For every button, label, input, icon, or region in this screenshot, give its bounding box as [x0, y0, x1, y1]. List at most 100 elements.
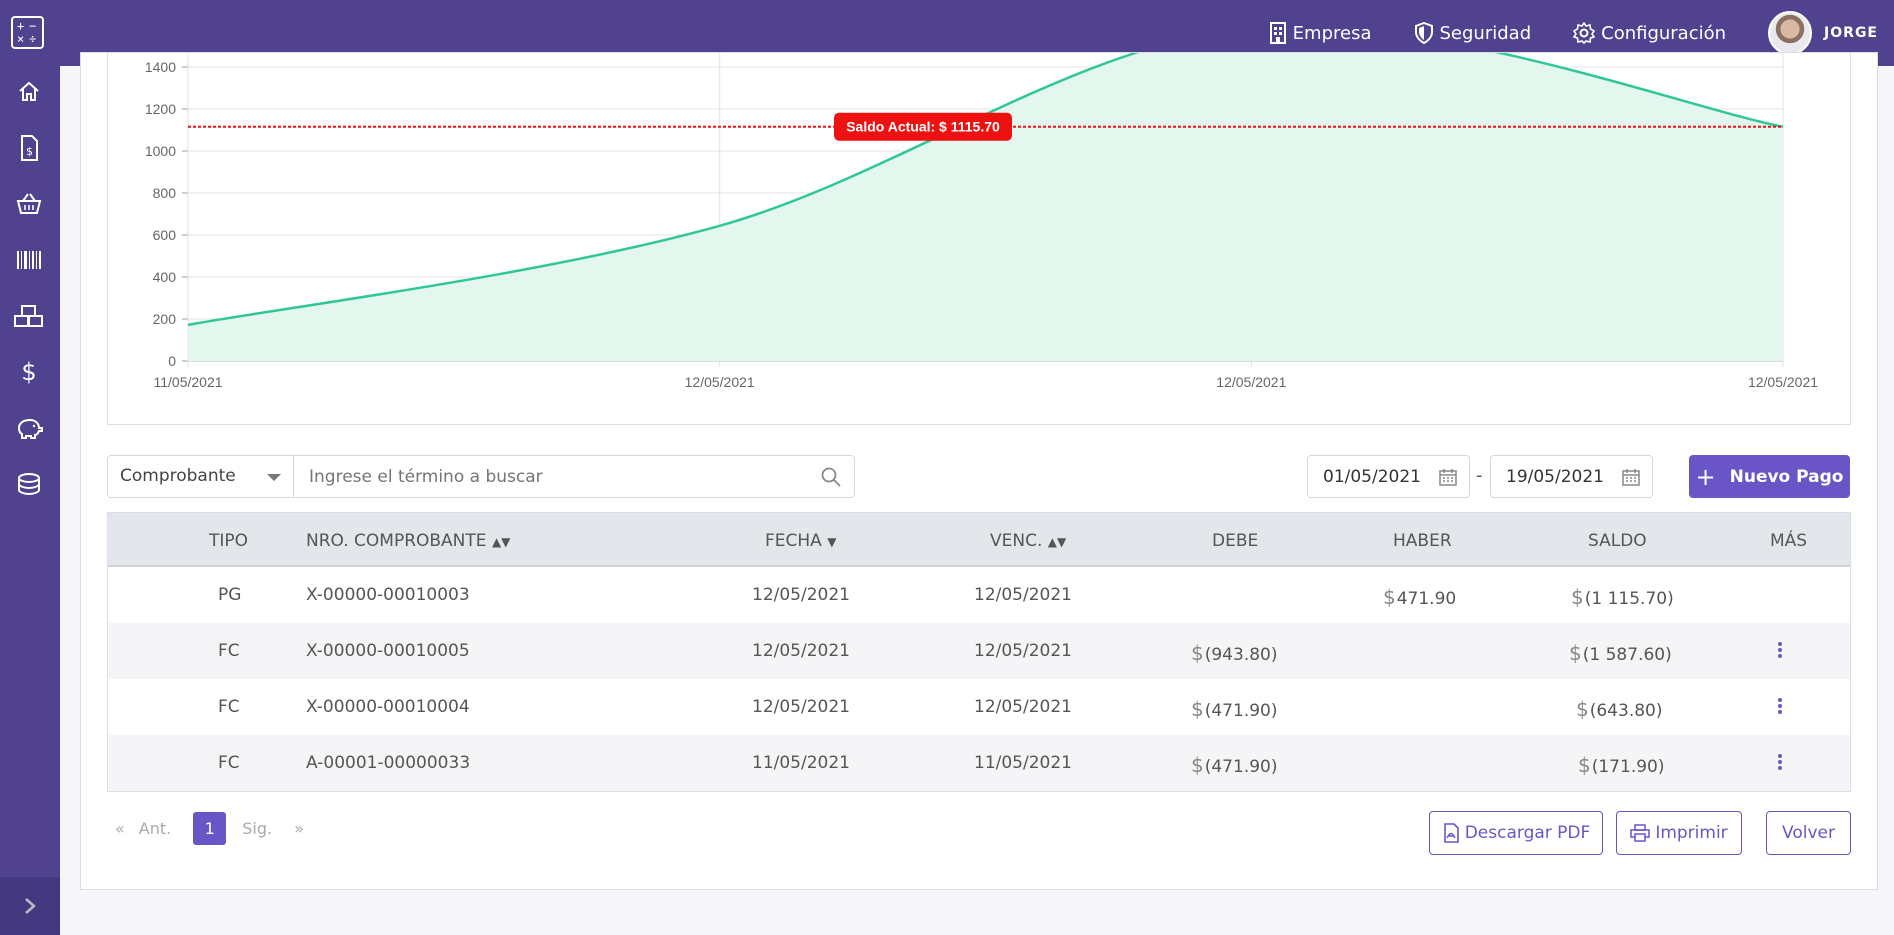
cell-saldo-value: (1 115.70): [1584, 589, 1674, 609]
cell-saldo: $(171.90): [1578, 753, 1665, 777]
dollar-icon[interactable]: $: [21, 358, 37, 386]
nav-seguridad[interactable]: Seguridad: [1414, 22, 1532, 44]
cell-venc: 12/05/2021: [974, 585, 1072, 605]
cell-saldo-value: (1 587.60): [1582, 645, 1672, 665]
cell-tipo: FC: [218, 753, 240, 773]
pager-first[interactable]: «: [115, 818, 125, 838]
cell-saldo: $(1 115.70): [1571, 585, 1674, 609]
cell-tipo: FC: [218, 641, 240, 661]
cell-tipo: PG: [218, 585, 242, 605]
cell-nro: X-00000-00010003: [306, 585, 470, 605]
search-icon[interactable]: [820, 466, 842, 488]
plus-icon: +: [1695, 462, 1716, 491]
cell-debe: $(471.90): [1191, 697, 1278, 721]
header-nro[interactable]: NRO. COMPROBANTE ▲▼: [306, 531, 510, 551]
cell-tipo: FC: [218, 697, 240, 717]
cell-debe-value: (943.80): [1204, 645, 1278, 665]
cell-debe: $(471.90): [1191, 753, 1278, 777]
nav-empresa[interactable]: Empresa: [1269, 22, 1372, 44]
header-haber: HABER: [1393, 531, 1452, 551]
header-nro-label: NRO. COMPROBANTE: [306, 531, 487, 551]
type-select[interactable]: Comprobante: [107, 455, 294, 498]
back-label: Volver: [1782, 823, 1835, 843]
coins-icon[interactable]: [14, 469, 44, 499]
row-menu-icon[interactable]: [1778, 642, 1782, 660]
cell-nro: A-00001-00000033: [306, 753, 471, 773]
area-fill: [188, 53, 1783, 361]
y-tick-label: 200: [153, 311, 177, 327]
search-input[interactable]: [294, 456, 774, 497]
pagination: « Ant. 1 Sig. »: [115, 811, 318, 845]
cell-venc: 12/05/2021: [974, 697, 1072, 717]
row-menu-icon[interactable]: [1778, 698, 1782, 716]
sidebar-expand[interactable]: [0, 877, 60, 935]
table-row[interactable]: FC X-00000-00010004 12/05/2021 12/05/202…: [108, 679, 1850, 735]
row-menu-icon[interactable]: [1778, 754, 1782, 772]
y-tick-label: 0: [168, 353, 176, 369]
nav-configuracion-label: Configuración: [1601, 22, 1727, 44]
header-saldo: SALDO: [1588, 531, 1647, 551]
pager-next[interactable]: Sig.: [242, 818, 273, 838]
home-icon[interactable]: [14, 77, 44, 107]
header-fecha[interactable]: FECHA ▼: [765, 531, 836, 551]
reference-label: Saldo Actual: $ 1115.70: [846, 119, 1000, 135]
nav-empresa-label: Empresa: [1292, 22, 1372, 44]
nav-seguridad-label: Seguridad: [1439, 22, 1532, 44]
piggy-bank-icon[interactable]: [14, 413, 44, 443]
table-row[interactable]: FC A-00001-00000033 11/05/2021 11/05/202…: [108, 735, 1850, 791]
cell-fecha: 12/05/2021: [752, 641, 850, 661]
cell-venc: 11/05/2021: [974, 753, 1072, 773]
calculator-logo-icon[interactable]: + − × ÷: [11, 16, 44, 49]
type-select-value: Comprobante: [120, 466, 236, 486]
y-tick-label: 1400: [145, 59, 176, 75]
header-venc-label: VENC.: [990, 531, 1043, 551]
pager-prev[interactable]: Ant.: [138, 818, 172, 838]
invoice-dollar-icon[interactable]: $: [14, 133, 44, 163]
nav-configuracion[interactable]: Configuración: [1573, 22, 1726, 44]
boxes-icon[interactable]: [14, 301, 44, 331]
building-icon: [1269, 22, 1286, 44]
balance-chart-svg: 0 200 400 600 800 1000 1200 1400 11/05/2021 12/05…: [145, 53, 1818, 390]
download-pdf-button[interactable]: Descargar PDF: [1429, 811, 1603, 855]
sidebar: $ $: [0, 66, 60, 935]
back-button[interactable]: Volver: [1766, 811, 1851, 855]
date-from-value: 01/05/2021: [1323, 467, 1421, 487]
print-button[interactable]: Imprimir: [1616, 811, 1742, 855]
chevron-right-icon: [25, 898, 36, 914]
avatar[interactable]: [1768, 11, 1813, 55]
cell-debe-value: (471.90): [1204, 757, 1278, 777]
table-row[interactable]: FC X-00000-00010005 12/05/2021 12/05/202…: [108, 623, 1850, 679]
x-tick-label: 11/05/2021: [153, 374, 222, 390]
cell-saldo-value: (643.80): [1589, 701, 1663, 721]
transactions-table: TIPO NRO. COMPROBANTE ▲▼ FECHA ▼ VENC. ▲…: [107, 512, 1851, 792]
printer-icon: [1630, 824, 1651, 842]
header-venc[interactable]: VENC. ▲▼: [990, 531, 1066, 551]
sort-icon: ▲▼: [1047, 535, 1067, 549]
pager-last[interactable]: »: [294, 818, 304, 838]
shield-icon: [1414, 22, 1433, 44]
header-tipo: TIPO: [209, 531, 249, 551]
cell-debe: $(943.80): [1191, 641, 1278, 665]
balance-chart: 0 200 400 600 800 1000 1200 1400 11/05/2021 12/05…: [107, 53, 1851, 425]
header-debe: DEBE: [1212, 531, 1259, 551]
cell-haber: $471.90: [1383, 585, 1457, 609]
date-to-value: 19/05/2021: [1506, 467, 1604, 487]
x-tick-label: 12/05/2021: [685, 374, 755, 390]
table-header: TIPO NRO. COMPROBANTE ▲▼ FECHA ▼ VENC. ▲…: [108, 513, 1850, 567]
header-fecha-label: FECHA: [765, 531, 822, 551]
pager-current[interactable]: 1: [193, 811, 227, 845]
user-name[interactable]: JORGE: [1824, 25, 1878, 41]
date-to-field[interactable]: 19/05/2021: [1490, 455, 1653, 498]
gear-icon: [1573, 22, 1596, 44]
new-payment-button[interactable]: + Nuevo Pago: [1689, 455, 1850, 498]
basket-icon[interactable]: [14, 189, 44, 219]
cell-debe-value: (471.90): [1204, 701, 1278, 721]
date-from-field[interactable]: 01/05/2021: [1307, 455, 1470, 498]
header-mas: MÁS: [1770, 531, 1808, 551]
barcode-icon[interactable]: [14, 245, 44, 275]
search-box: [293, 455, 855, 498]
table-row[interactable]: PG X-00000-00010003 12/05/2021 12/05/202…: [108, 567, 1850, 623]
cell-saldo: $(643.80): [1576, 697, 1663, 721]
cell-saldo-value: (171.90): [1591, 757, 1665, 777]
x-tick-label: 12/05/2021: [1216, 374, 1286, 390]
